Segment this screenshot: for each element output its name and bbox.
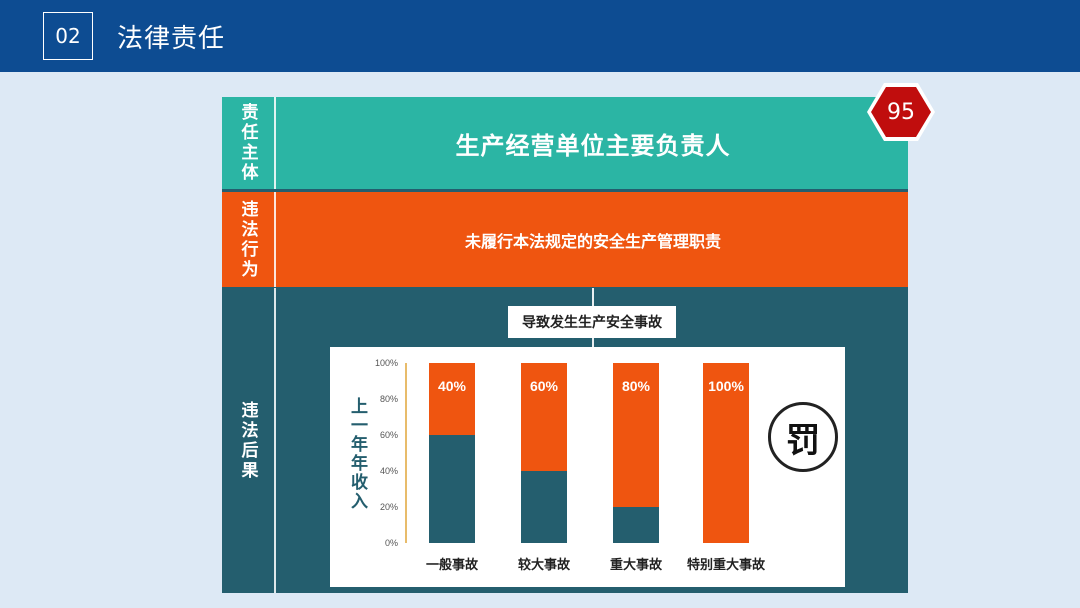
y-tick-label: 0% <box>385 538 398 548</box>
bar-base-segment <box>429 435 475 543</box>
badge-octagon-icon <box>867 83 935 141</box>
bar-fine-segment <box>521 363 567 471</box>
label-subject: 责任主体 <box>222 97 276 189</box>
y-tick-label: 60% <box>380 430 398 440</box>
stacked-bar-chart: 0% 20% 40% 60% 80% 100% 40% 一般事故 60% 较大事故 80% 重大事故 1… <box>375 358 766 573</box>
section-number: 02 <box>43 12 93 60</box>
y-tick-label: 80% <box>380 394 398 404</box>
bar-fine-segment <box>613 363 659 507</box>
badge-number: 95 <box>887 99 915 125</box>
bar-base-segment <box>613 507 659 543</box>
row-subject: 责任主体 生产经营单位主要负责人 <box>222 97 908 189</box>
bar-data-label: 40% <box>438 378 467 394</box>
label-act: 违法行为 <box>222 192 276 287</box>
cause-box: 导致发生生产安全事故 <box>508 306 676 338</box>
y-tick-label: 100% <box>375 358 398 368</box>
bar-data-label: 80% <box>622 378 651 394</box>
header-bar: 02 法律责任 <box>0 0 1080 72</box>
x-category-label: 重大事故 <box>610 557 663 573</box>
x-category-label: 特别重大事故 <box>687 557 766 573</box>
y-axis-label: 上一年年收入 <box>347 397 367 511</box>
subject-text: 生产经营单位主要负责人 <box>455 131 731 160</box>
bar-fine-segment <box>429 363 475 435</box>
y-tick-label: 20% <box>380 502 398 512</box>
y-tick-label: 40% <box>380 466 398 476</box>
bar-data-label: 60% <box>530 378 559 394</box>
x-category-label: 一般事故 <box>426 557 479 573</box>
x-category-label: 较大事故 <box>518 557 571 573</box>
label-result: 违法后果 <box>222 288 276 593</box>
section-title: 法律责任 <box>117 24 226 54</box>
penalty-icon: 罚 <box>768 402 838 472</box>
chart-area: 上一年年收入 0% 20% 40% 60% 80% 100% 40% 一般事故 60% 较大事故 8… <box>330 347 845 587</box>
bar-base-segment <box>521 471 567 543</box>
bar-fine-segment <box>703 363 749 543</box>
bar-data-label: 100% <box>708 378 744 394</box>
act-text: 未履行本法规定的安全生产管理职责 <box>464 231 721 251</box>
row-act: 违法行为 未履行本法规定的安全生产管理职责 <box>222 192 908 287</box>
